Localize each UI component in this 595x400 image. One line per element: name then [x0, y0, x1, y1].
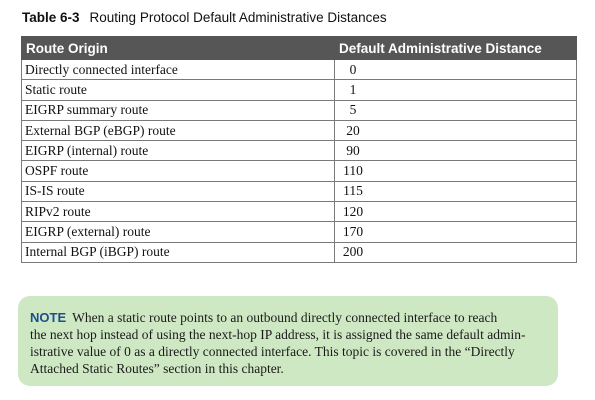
distance-value: 0 [349, 61, 357, 77]
distance-cell: 170 [334, 221, 577, 243]
note-text-line-3: istrative value of 0 as a directly conne… [30, 344, 515, 359]
distance-value: 20 [346, 122, 360, 138]
table-number: Table 6-3 [22, 10, 80, 25]
route-origin-cell: IS-IS route [21, 180, 335, 203]
distance-cell: 120 [334, 201, 577, 223]
note-text-line-1: When a static route points to an outboun… [72, 310, 498, 325]
table-row: EIGRP summary route 5 [21, 99, 577, 121]
distance-value: 110 [343, 163, 363, 179]
route-origin-cell: Internal BGP (iBGP) route [21, 241, 335, 263]
note-text-line-4: Attached Static Routes” section in this … [30, 361, 284, 376]
route-origin-cell: External BGP (eBGP) route [21, 119, 335, 142]
route-origin-cell: EIGRP (internal) route [21, 140, 335, 162]
distance-value: 1 [349, 81, 357, 97]
distance-cell: 5 [334, 99, 577, 121]
distance-cell: 90 [334, 140, 577, 162]
route-origin-cell: RIPv2 route [21, 201, 335, 223]
distance-value: 90 [346, 142, 360, 158]
table-row: External BGP (eBGP) route 20 [21, 119, 577, 142]
route-origin-cell: EIGRP summary route [21, 99, 335, 121]
note-box: NOTE When a static route points to an out… [18, 296, 558, 386]
distance-cell: 200 [334, 241, 577, 263]
distance-value: 200 [342, 244, 364, 260]
table-row: OSPF route 110 [21, 160, 577, 182]
routing-distance-table: Route Origin Default Administrative Dist… [21, 36, 577, 263]
table-row: RIPv2 route 120 [21, 201, 577, 223]
distance-value: 115 [343, 183, 363, 199]
table-row: IS-IS route 115 [21, 180, 577, 203]
route-origin-cell: EIGRP (external) route [21, 221, 335, 243]
table-caption: Table 6-3 Routing Protocol Default Admini… [22, 10, 387, 25]
route-origin-cell: OSPF route [21, 160, 335, 182]
distance-value: 5 [349, 102, 357, 118]
note-line: NOTE When a static route points to an out… [30, 309, 548, 326]
distance-value: 120 [342, 203, 364, 219]
route-origin-cell: Static route [21, 79, 335, 101]
table-title: Routing Protocol Default Administrative … [89, 10, 387, 25]
table-row: EIGRP (external) route 170 [21, 221, 577, 243]
distance-cell: 110 [334, 160, 577, 182]
header-route-origin: Route Origin [21, 36, 335, 60]
table-row: Static route 1 [21, 79, 577, 101]
table-row: Directly connected interface 0 [21, 58, 577, 81]
table-row: Internal BGP (iBGP) route 200 [21, 241, 577, 263]
table-header-row: Route Origin Default Administrative Dist… [21, 36, 577, 60]
distance-cell: 0 [334, 58, 577, 81]
distance-cell: 115 [334, 180, 577, 203]
header-admin-distance: Default Administrative Distance [334, 36, 577, 60]
note-label: NOTE [30, 310, 67, 325]
distance-cell: 20 [334, 119, 577, 142]
route-origin-cell: Directly connected interface [21, 58, 335, 81]
table-row: EIGRP (internal) route 90 [21, 140, 577, 162]
distance-cell: 1 [334, 79, 577, 101]
distance-value: 170 [342, 224, 364, 240]
note-text-line-2: the next hop instead of using the next-h… [30, 327, 526, 342]
